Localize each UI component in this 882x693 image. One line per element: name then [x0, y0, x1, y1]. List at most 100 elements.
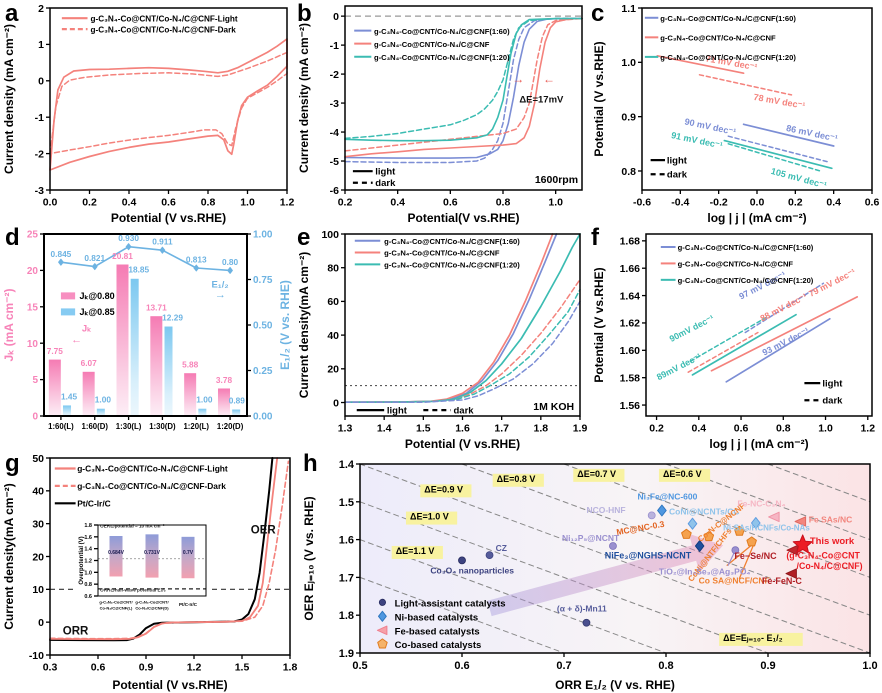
svg-text:log | j | (mA cm⁻²): log | j | (mA cm⁻²)	[709, 437, 808, 451]
svg-text:1.9: 1.9	[573, 423, 588, 435]
svg-text:Ni₁₂P₅@NCNT: Ni₁₂P₅@NCNT	[562, 533, 620, 543]
svg-text:0.50: 0.50	[253, 321, 273, 332]
svg-text:Current density (mA cm⁻²): Current density (mA cm⁻²)	[297, 23, 311, 173]
svg-text:10: 10	[27, 339, 39, 350]
svg-text:0.89: 0.89	[229, 395, 246, 405]
svg-text:(g-C₃N₄-Co@CNT: (g-C₃N₄-Co@CNT	[786, 551, 860, 561]
svg-text:ΔE=0.7 V: ΔE=0.7 V	[577, 469, 616, 479]
svg-text:g-C₃N₄-Co@CNT/Co-N₄/C@CNF-Dark: g-C₃N₄-Co@CNT/Co-N₄/C@CNF-Dark	[90, 25, 236, 34]
svg-text:0.4: 0.4	[691, 423, 706, 435]
svg-text:g-C₃N₄-Co@CNT/Co-N₄/C@CNF-Ligh: g-C₃N₄-Co@CNT/Co-N₄/C@CNF-Light	[77, 464, 228, 474]
svg-text:0.8: 0.8	[496, 197, 511, 209]
svg-text:1:60(L): 1:60(L)	[48, 422, 74, 431]
catalyst-scatter-chart: ΔE=0.9 V ΔE=0.8 V ΔE=0.7 V ΔE=0.6 V ΔE=1.0 V…	[302, 459, 878, 692]
panel-g-bifunctional-plot: OER ORR g-C₃N₄-Co@CNT/Co-N₄/C@CNF-Light g-C…	[0, 452, 300, 693]
svg-text:E₁/₂: E₁/₂	[211, 280, 228, 291]
svg-text:ΔE=Eⱼ₌₁₀- E₁/₂: ΔE=Eⱼ₌₁₀- E₁/₂	[723, 633, 783, 643]
svg-text:1.0: 1.0	[548, 197, 563, 209]
svg-text:1.9: 1.9	[339, 648, 354, 660]
svg-text:1:30(L): 1:30(L)	[116, 422, 142, 431]
svg-text:-0.4: -0.4	[671, 197, 689, 209]
svg-text:Jₖ: Jₖ	[82, 324, 92, 335]
svg-text:1.62: 1.62	[620, 318, 641, 330]
svg-text:0.6: 0.6	[443, 197, 458, 209]
svg-text:1.66: 1.66	[620, 263, 641, 275]
svg-text:Fe-FeN-C: Fe-FeN-C	[762, 576, 802, 586]
svg-text:1:60(D): 1:60(D)	[82, 422, 109, 431]
svg-text:-1: -1	[330, 40, 339, 52]
svg-text:g-C₃N₄-Co@CNT/Co-N₄/C@CNF: g-C₃N₄-Co@CNT/Co-N₄/C@CNF	[374, 40, 490, 49]
panel-d-jk-bar-plot: 7.75 6.07 20.81 13.71 5.88 3.78 1.45 1.00 18.85 1…	[0, 226, 295, 452]
svg-text:90mV dec⁻¹: 90mV dec⁻¹	[668, 313, 716, 344]
svg-text:Current density (mA cm⁻²): Current density (mA cm⁻²)	[2, 24, 16, 174]
svg-text:log | j | (mA cm⁻²): log | j | (mA cm⁻²)	[707, 211, 806, 225]
svg-text:ΔE=17mV: ΔE=17mV	[519, 94, 564, 105]
svg-text:0.6: 0.6	[161, 197, 176, 209]
svg-text:0: 0	[38, 617, 44, 629]
svg-text:0.4: 0.4	[826, 197, 841, 209]
svg-text:1.0: 1.0	[240, 197, 255, 209]
svg-text:dark: dark	[667, 169, 688, 180]
svg-text:0.9: 0.9	[139, 662, 154, 674]
svg-text:60: 60	[327, 296, 339, 308]
svg-text:1.00: 1.00	[253, 230, 273, 241]
svg-text:Jₖ@0.80: Jₖ@0.80	[80, 291, 115, 301]
svg-text:78 mV dec⁻¹: 78 mV dec⁻¹	[753, 92, 806, 111]
svg-text:ORR: ORR	[63, 626, 89, 638]
svg-text:/Co-N₄/C@CNF): /Co-N₄/C@CNF)	[797, 561, 863, 571]
svg-text:25: 25	[27, 230, 39, 241]
svg-text:g-C₃N₄-Co@CNT/Co-N₄/C@CNF(1:60: g-C₃N₄-Co@CNT/Co-N₄/C@CNF(1:60)	[660, 14, 796, 23]
svg-text:1.8: 1.8	[283, 662, 298, 674]
svg-text:Current density(mA cm⁻²): Current density(mA cm⁻²)	[297, 252, 311, 399]
svg-text:→: →	[512, 72, 524, 86]
svg-text:0.8: 0.8	[201, 197, 216, 209]
svg-text:ΔE=1.1 V: ΔE=1.1 V	[396, 546, 435, 556]
svg-text:OER Eⱼ₌₁₀ (V vs. RHE): OER Eⱼ₌₁₀ (V vs. RHE)	[302, 496, 316, 620]
svg-text:0.5: 0.5	[352, 660, 367, 672]
svg-text:-3: -3	[330, 98, 339, 110]
svg-text:1.0: 1.0	[818, 423, 833, 435]
svg-text:1.2: 1.2	[280, 197, 295, 209]
svg-text:CZ: CZ	[496, 543, 507, 553]
svg-text:1.5: 1.5	[235, 662, 250, 674]
svg-text:15: 15	[27, 302, 39, 313]
svg-text:Fe-NC-C₃N₄: Fe-NC-C₃N₄	[737, 498, 785, 508]
svg-text:2: 2	[38, 3, 44, 15]
svg-text:0.9: 0.9	[760, 660, 775, 672]
svg-text:1.0: 1.0	[862, 660, 877, 672]
svg-text:0.2: 0.2	[788, 197, 803, 209]
svg-text:10: 10	[32, 584, 44, 596]
svg-text:dark: dark	[453, 405, 474, 416]
svg-text:→: →	[215, 289, 226, 301]
svg-text:-2: -2	[35, 148, 44, 160]
svg-text:1.60: 1.60	[620, 345, 641, 357]
jk-bar-chart: 7.75 6.07 20.81 13.71 5.88 3.78 1.45 1.00 18.85 1…	[2, 230, 292, 431]
svg-text:-5: -5	[330, 156, 339, 168]
panel-label-b: b	[297, 0, 312, 27]
svg-text:1.7: 1.7	[339, 572, 354, 584]
svg-text:Co₃O₄ nanoparticles: Co₃O₄ nanoparticles	[430, 566, 514, 576]
svg-text:0.6: 0.6	[865, 197, 880, 209]
orr-tafel-chart: 71 mV dec⁻¹78 mV dec⁻¹90 mV dec⁻¹ 86 mV d…	[592, 3, 880, 225]
svg-text:1.2: 1.2	[187, 662, 202, 674]
panel-label-e: e	[297, 224, 311, 251]
svg-text:g-C₃N₄-Co@CNT/: g-C₃N₄-Co@CNT/	[135, 600, 169, 605]
svg-text:g-C₃N₄-Co@CNT/Co-N₄/C@CNF: g-C₃N₄-Co@CNT/Co-N₄/C@CNF	[678, 260, 794, 269]
svg-text:Co-N₄/C@CNF(D): Co-N₄/C@CNF(D)	[135, 606, 169, 611]
panel-h-catalyst-comparison-plot: ΔE=0.9 V ΔE=0.8 V ΔE=0.7 V ΔE=0.6 V ΔE=1.0 V…	[300, 452, 882, 693]
svg-text:Ni-SAs/HCNFs/Co-NAs: Ni-SAs/HCNFs/Co-NAs	[723, 524, 810, 533]
svg-text:0.00: 0.00	[253, 412, 273, 423]
svg-text:1.8: 1.8	[534, 423, 549, 435]
svg-text:0.7: 0.7	[556, 660, 571, 672]
svg-text:-0.2: -0.2	[710, 197, 728, 209]
svg-text:0: 0	[38, 76, 44, 88]
svg-text:light: light	[375, 166, 396, 177]
svg-text:6.07: 6.07	[81, 358, 98, 368]
svg-text:0.80: 0.80	[222, 257, 239, 267]
svg-text:5: 5	[32, 375, 38, 386]
svg-text:g-C₃N₄-Co@CNT/Co-N₄/C@CNF(1:20: g-C₃N₄-Co@CNT/Co-N₄/C@CNF(1:20)	[660, 53, 796, 62]
svg-text:NCO-HNF: NCO-HNF	[586, 505, 625, 515]
svg-text:1.68: 1.68	[620, 236, 641, 248]
svg-text:18.85: 18.85	[128, 265, 149, 275]
svg-text:1:20(L): 1:20(L)	[183, 422, 209, 431]
